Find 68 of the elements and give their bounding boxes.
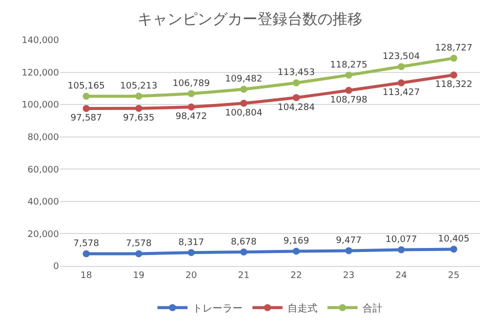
data-label: 123,504 <box>382 52 420 62</box>
data-label: 105,165 <box>68 82 105 92</box>
x-tick-label: 23 <box>343 270 354 281</box>
legend-label: 合計 <box>362 302 382 315</box>
x-tick-label: 22 <box>290 270 302 281</box>
data-label: 113,427 <box>382 88 420 98</box>
legend-label: 自走式 <box>288 302 318 315</box>
point <box>292 94 300 102</box>
legend-label: トレーラー <box>192 304 242 315</box>
point <box>240 100 248 107</box>
point <box>188 90 195 98</box>
data-label: 7,578 <box>126 239 152 250</box>
data-label: 9,169 <box>283 236 310 247</box>
point <box>450 246 458 253</box>
x-tick-label: 21 <box>238 270 250 281</box>
y-tick-label: 80,000 <box>28 133 60 144</box>
point <box>82 104 90 112</box>
point <box>345 86 352 94</box>
point <box>135 250 142 258</box>
y-tick-label: 120,000 <box>22 68 60 78</box>
chart-title: キャンピングカー登録台数の推移 <box>138 10 362 28</box>
y-tick-label: 40,000 <box>28 198 60 208</box>
data-label: 118,275 <box>330 60 368 70</box>
data-label: 9,477 <box>336 236 362 246</box>
y-tick-label: 20,000 <box>28 230 60 240</box>
data-label: 10,077 <box>386 235 417 246</box>
y-tick-label: 0 <box>53 262 60 272</box>
point <box>292 248 300 255</box>
point <box>188 249 195 256</box>
point <box>450 54 458 62</box>
data-label: 106,789 <box>172 78 210 89</box>
x-tick-label: 18 <box>80 270 92 281</box>
data-label: 109,482 <box>225 74 262 85</box>
point <box>398 246 405 254</box>
point <box>345 247 352 254</box>
point <box>240 86 248 93</box>
y-tick-label: 140,000 <box>22 36 60 46</box>
point <box>135 104 142 112</box>
point <box>82 92 90 100</box>
point <box>240 248 248 256</box>
x-tick-label: 20 <box>186 270 198 281</box>
data-label: 98,472 <box>176 112 207 122</box>
data-label: 8,678 <box>230 237 257 248</box>
point <box>398 63 405 70</box>
point <box>450 71 458 78</box>
x-tick-label: 25 <box>448 270 460 281</box>
point <box>398 79 405 86</box>
data-label: 105,213 <box>120 82 158 92</box>
data-label: 100,804 <box>225 108 263 118</box>
data-label: 118,322 <box>435 80 472 90</box>
data-label: 97,587 <box>70 114 102 124</box>
data-label: 108,798 <box>330 95 368 106</box>
data-label: 97,635 <box>123 114 154 124</box>
point <box>345 72 352 79</box>
point <box>82 250 90 258</box>
point <box>188 104 195 111</box>
y-tick-label: 60,000 <box>28 165 60 176</box>
data-label: 104,284 <box>278 102 316 113</box>
data-label: 128,727 <box>435 44 472 54</box>
x-tick-label: 24 <box>396 270 408 281</box>
y-tick-label: 100,000 <box>22 100 60 111</box>
data-label: 8,317 <box>178 238 204 248</box>
point <box>292 79 300 86</box>
data-label: 10,405 <box>438 234 470 245</box>
data-label: 7,578 <box>73 239 100 250</box>
data-label: 113,453 <box>278 68 315 78</box>
x-tick-label: 19 <box>133 270 145 281</box>
point <box>135 92 142 100</box>
